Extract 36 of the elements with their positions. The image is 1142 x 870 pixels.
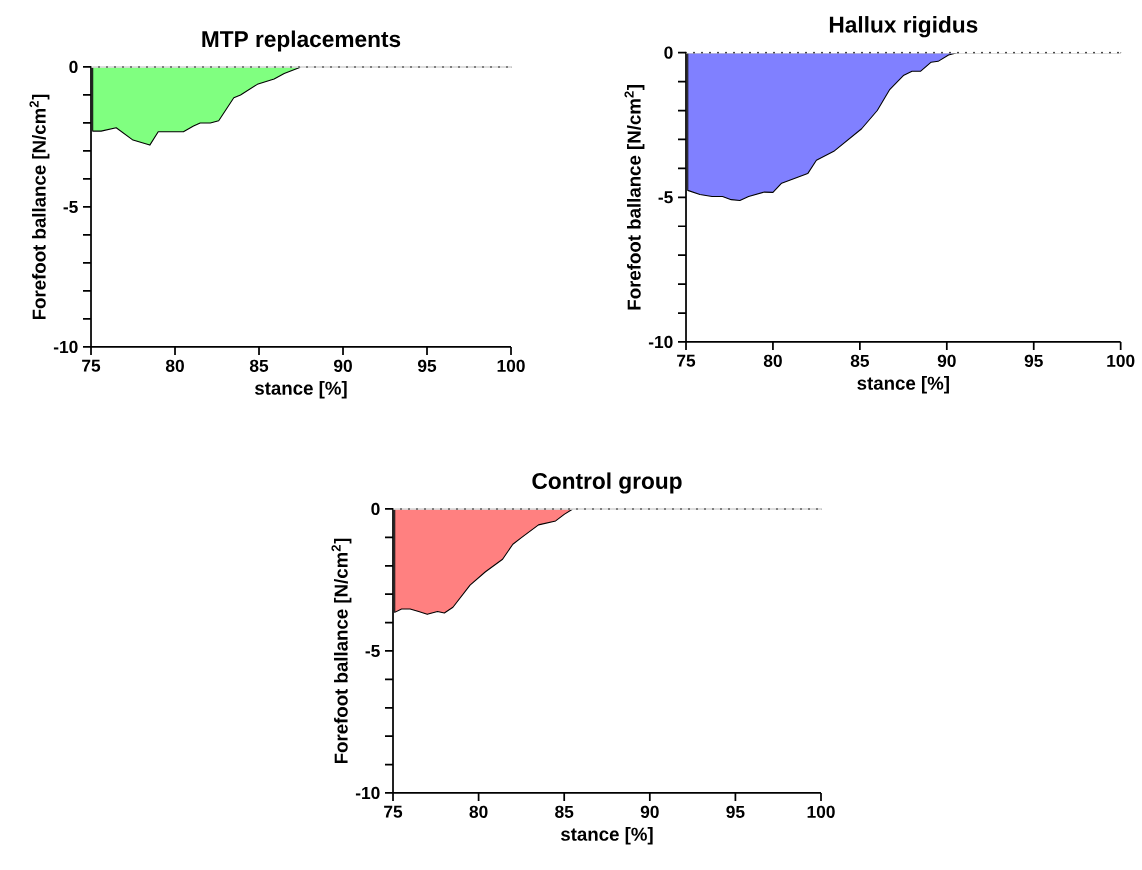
- x-tick-label: 100: [1107, 354, 1135, 367]
- y-tick-label: -5: [365, 644, 380, 658]
- y-tick-label: -5: [658, 191, 673, 204]
- x-tick-label: 95: [417, 359, 437, 372]
- x-tick-label: 95: [726, 805, 745, 818]
- x-tick-label: 100: [807, 805, 835, 818]
- chart-title: Hallux rigidus: [829, 16, 978, 38]
- x-tick-label: 90: [640, 805, 659, 818]
- y-tick-label: -10: [53, 340, 78, 354]
- x-tick-label: 85: [850, 354, 870, 367]
- x-axis-title: stance [%]: [560, 827, 653, 845]
- x-tick-label: 95: [1024, 354, 1043, 367]
- y-axis-title: Forefoot ballance [N/cm$^{2}$]: [331, 538, 352, 764]
- x-tick-label: 80: [469, 805, 488, 818]
- y-tick-label: 0: [69, 60, 78, 74]
- x-axis-title: stance [%]: [857, 376, 949, 394]
- x-tick-label: 75: [677, 354, 696, 367]
- x-tick-label: 75: [384, 805, 403, 818]
- x-tick-label: 90: [937, 354, 956, 367]
- y-tick-label: 0: [664, 46, 673, 59]
- x-tick-label: 80: [165, 359, 184, 372]
- x-axis-title: stance [%]: [254, 381, 347, 399]
- y-axis-title: Forefoot ballance [N/cm$^{2}$]: [624, 84, 645, 310]
- x-tick-label: 85: [249, 359, 269, 372]
- y-tick-label: -10: [355, 786, 380, 800]
- x-tick-label: 90: [333, 359, 352, 372]
- x-tick-label: 85: [555, 805, 574, 818]
- y-tick-label: -5: [63, 200, 78, 214]
- y-tick-label: 0: [371, 502, 380, 516]
- x-tick-label: 100: [497, 359, 525, 372]
- y-axis-title: Forefoot ballance [N/cm$^{2}$]: [29, 94, 50, 320]
- chart-title: Control group: [532, 472, 682, 494]
- x-tick-label: 75: [82, 359, 101, 372]
- chart-title: MTP replacements: [202, 30, 401, 52]
- y-tick-label: -10: [648, 335, 673, 349]
- x-tick-label: 80: [763, 354, 782, 367]
